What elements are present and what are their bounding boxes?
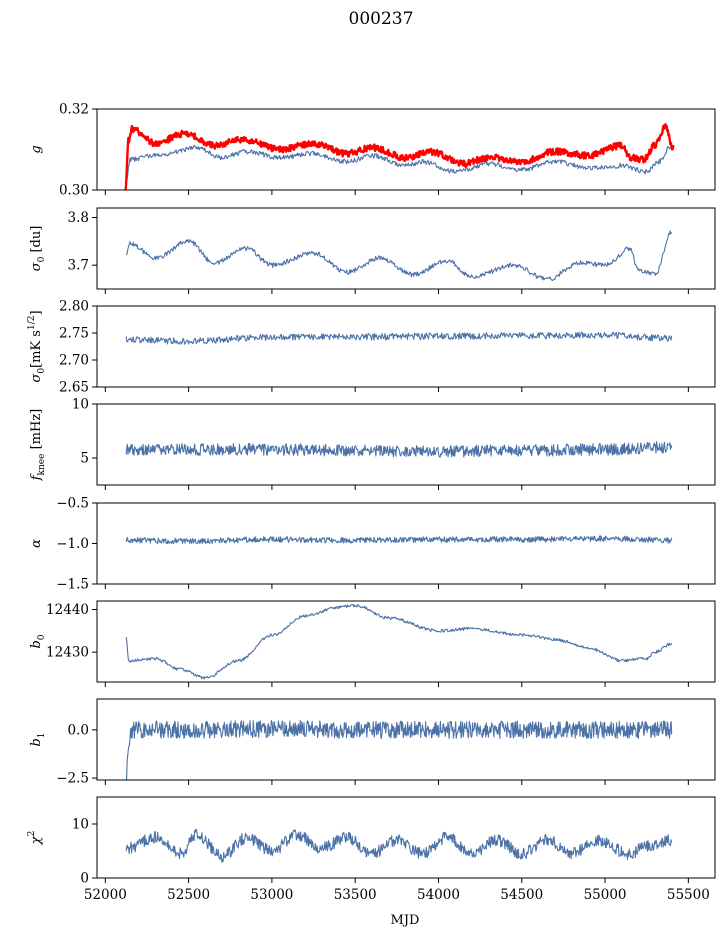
y-tick-label: 10	[72, 817, 89, 833]
y-tick-label: 3.8	[68, 210, 89, 226]
y-tick-label: 12440	[46, 602, 89, 618]
x-tick-label: 53000	[250, 887, 293, 903]
y-axis-label: χ2	[27, 831, 44, 846]
series-line-5-1	[125, 535, 673, 545]
panels: 0.30 0.32 g 3.7 3.8 σ0 [du] 2.65 2.70 2.75 2.80 σ0…	[27, 102, 716, 887]
panel-frame	[96, 698, 716, 781]
panel-6: 12430 12440 b0	[29, 600, 716, 687]
series-line-6-1	[125, 603, 673, 680]
y-tick-label: 2.75	[59, 326, 89, 342]
y-tick-label: 12430	[46, 645, 89, 661]
panel-frame	[96, 305, 716, 388]
series-line-4-1	[125, 441, 673, 458]
panel-frame	[96, 207, 716, 290]
x-tick-label: 55500	[667, 887, 710, 903]
panel-frame	[96, 108, 716, 191]
x-tick-label: 52000	[84, 887, 127, 903]
x-tick-label: 54000	[417, 887, 460, 903]
panel-4: 5 10 fknee [mHz]	[29, 397, 716, 490]
series-line-2-1	[125, 230, 673, 282]
y-axis-label: g	[29, 145, 44, 153]
y-tick-label: −1.5	[56, 577, 89, 593]
y-tick-label: −0.5	[56, 496, 89, 512]
x-axis-label: MJD	[391, 913, 420, 928]
x-axis: 52000 52500 53000 53500 54000 54500 55000 55500	[84, 887, 710, 903]
y-axis-label: b0	[29, 634, 47, 648]
y-tick-label: 2.80	[59, 299, 89, 315]
x-tick-label: 52500	[167, 887, 210, 903]
y-tick-label: 2.70	[59, 353, 89, 369]
y-tick-label: 0.0	[68, 722, 89, 738]
y-tick-label: 10	[72, 397, 89, 413]
series-line-1-2	[124, 123, 675, 190]
panel-5: −1.5 −1.0 −0.5 α	[29, 496, 716, 593]
y-axis-label: σ0 [du]	[29, 226, 47, 272]
series-line-1-1	[125, 144, 673, 183]
x-tick-label: 55000	[584, 887, 627, 903]
panel-frame	[96, 600, 716, 683]
y-tick-label: 0.30	[59, 183, 89, 199]
panel-7: −2.5 0.0 b1	[29, 698, 716, 787]
series-line-3-1	[125, 331, 673, 345]
y-axis-label: σ0[mK s1/2]	[27, 310, 47, 382]
y-axis-label: b1	[29, 732, 47, 746]
x-tick-label: 53500	[334, 887, 377, 903]
figure-title: 000237	[349, 9, 414, 29]
y-tick-label: 0	[80, 871, 89, 887]
panel-3: 2.65 2.70 2.75 2.80 σ0[mK s1/2]	[27, 299, 716, 396]
panel-1: 0.30 0.32 g	[29, 102, 716, 199]
y-tick-label: 3.7	[68, 258, 89, 274]
panel-2: 3.7 3.8 σ0 [du]	[29, 207, 716, 294]
y-axis-label: α	[29, 539, 44, 548]
y-tick-label: −1.0	[56, 536, 89, 552]
y-tick-label: 5	[80, 451, 89, 467]
y-tick-label: 0.32	[59, 102, 89, 118]
series-line-8-1	[125, 828, 673, 863]
panel-8: 0 10 χ2	[27, 796, 716, 887]
panel-frame	[96, 403, 716, 486]
series-line-7-1	[125, 720, 673, 780]
y-tick-label: −2.5	[56, 771, 89, 787]
y-axis-label: fknee [mHz]	[29, 409, 47, 482]
y-tick-label: 2.65	[59, 380, 89, 396]
panel-frame	[96, 796, 716, 879]
x-tick-label: 54500	[500, 887, 543, 903]
